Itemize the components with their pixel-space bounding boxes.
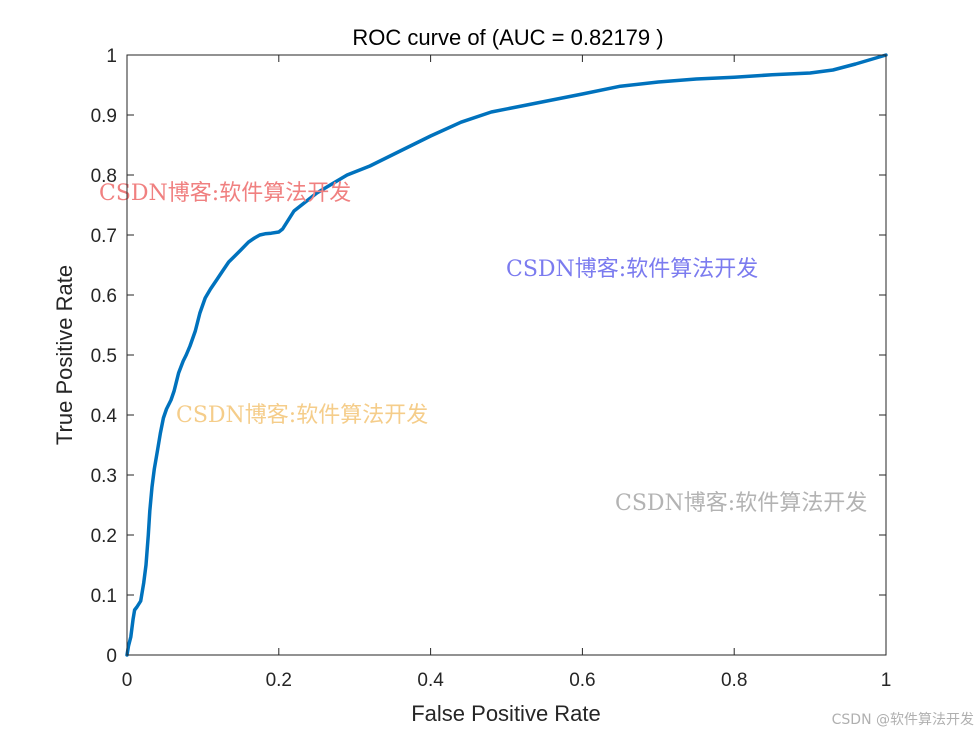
watermark-text: CSDN博客:软件算法开发 — [506, 257, 758, 282]
watermark-text: CSDN博客:软件算法开发 — [615, 491, 867, 516]
y-tick-label: 0.2 — [91, 526, 117, 547]
watermark-text: CSDN博客:软件算法开发 — [176, 403, 428, 428]
chart-title: ROC curve of (AUC = 0.82179 ) — [352, 25, 663, 50]
y-tick-label: 0.9 — [91, 106, 117, 127]
y-tick-label: 0.3 — [91, 466, 117, 487]
roc-curve-line — [125, 53, 888, 657]
y-tick-label: 0.6 — [91, 286, 117, 307]
x-tick-label: 0 — [122, 670, 133, 691]
y-axis-label: True Positive Rate — [52, 265, 77, 445]
y-tick-label: 0.7 — [91, 226, 117, 247]
x-tick-label: 0.4 — [417, 670, 444, 691]
y-tick-label: 0.5 — [91, 346, 117, 367]
x-axis-label: False Positive Rate — [411, 701, 601, 726]
tick-labels: 0 0.2 0.4 0.6 0.8 1 0 0.1 0.2 0.3 0.4 0.5 0.6 0.7 0.8 0… — [91, 46, 892, 691]
y-tick-label: 0.8 — [91, 166, 117, 187]
y-tick-label: 0 — [106, 646, 117, 667]
watermark-layer: CSDN博客:软件算法开发 CSDN博客:软件算法开发 CSDN博客:软件算法开发 C… — [99, 181, 867, 516]
plot-area — [127, 55, 886, 655]
watermark-text: CSDN博客:软件算法开发 — [99, 181, 351, 206]
credit-text: CSDN @软件算法开发 — [832, 712, 974, 728]
x-tick-label: 1 — [881, 670, 892, 691]
plot-frame — [126, 54, 887, 656]
y-tick-label: 1 — [106, 46, 117, 67]
x-tick-label: 0.8 — [721, 670, 747, 691]
y-tick-label: 0.1 — [91, 586, 117, 607]
x-tick-label: 0.2 — [266, 670, 292, 691]
series-layer — [125, 53, 888, 657]
y-tick-label: 0.4 — [91, 406, 118, 427]
x-tick-label: 0.6 — [569, 670, 595, 691]
